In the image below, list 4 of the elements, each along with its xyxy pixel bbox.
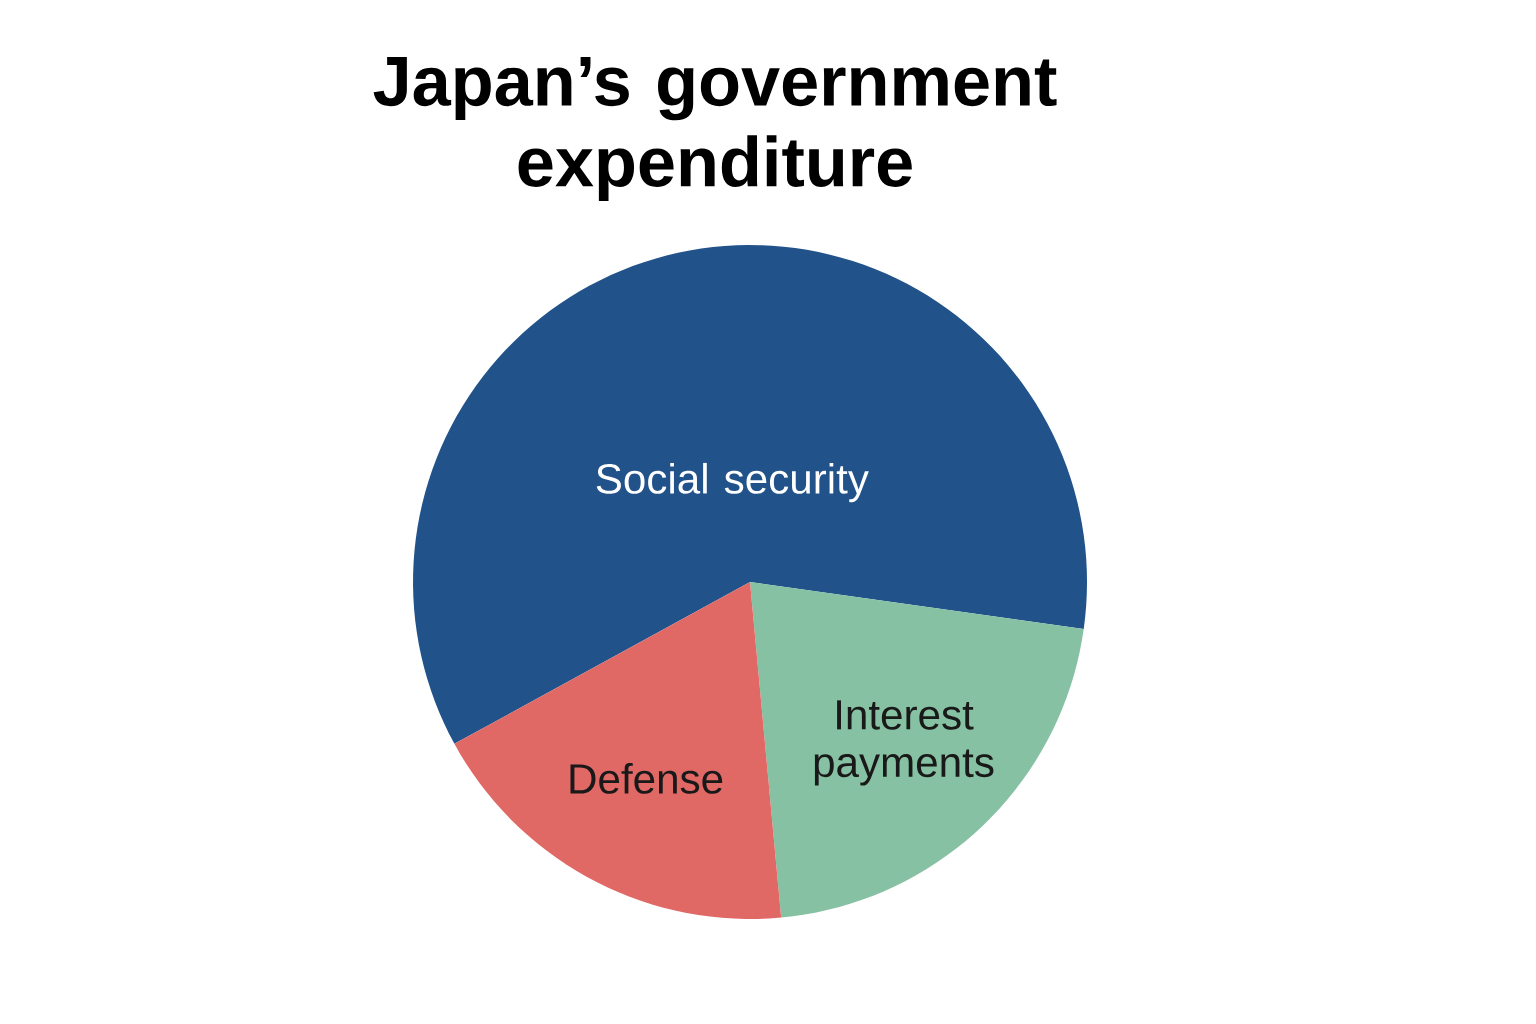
chart-title: Japan’s government expenditure — [373, 57, 1057, 201]
slice-label: Interest payments — [814, 700, 994, 786]
slice-label: Defense — [570, 762, 723, 794]
slice-label: Social security — [596, 462, 869, 503]
